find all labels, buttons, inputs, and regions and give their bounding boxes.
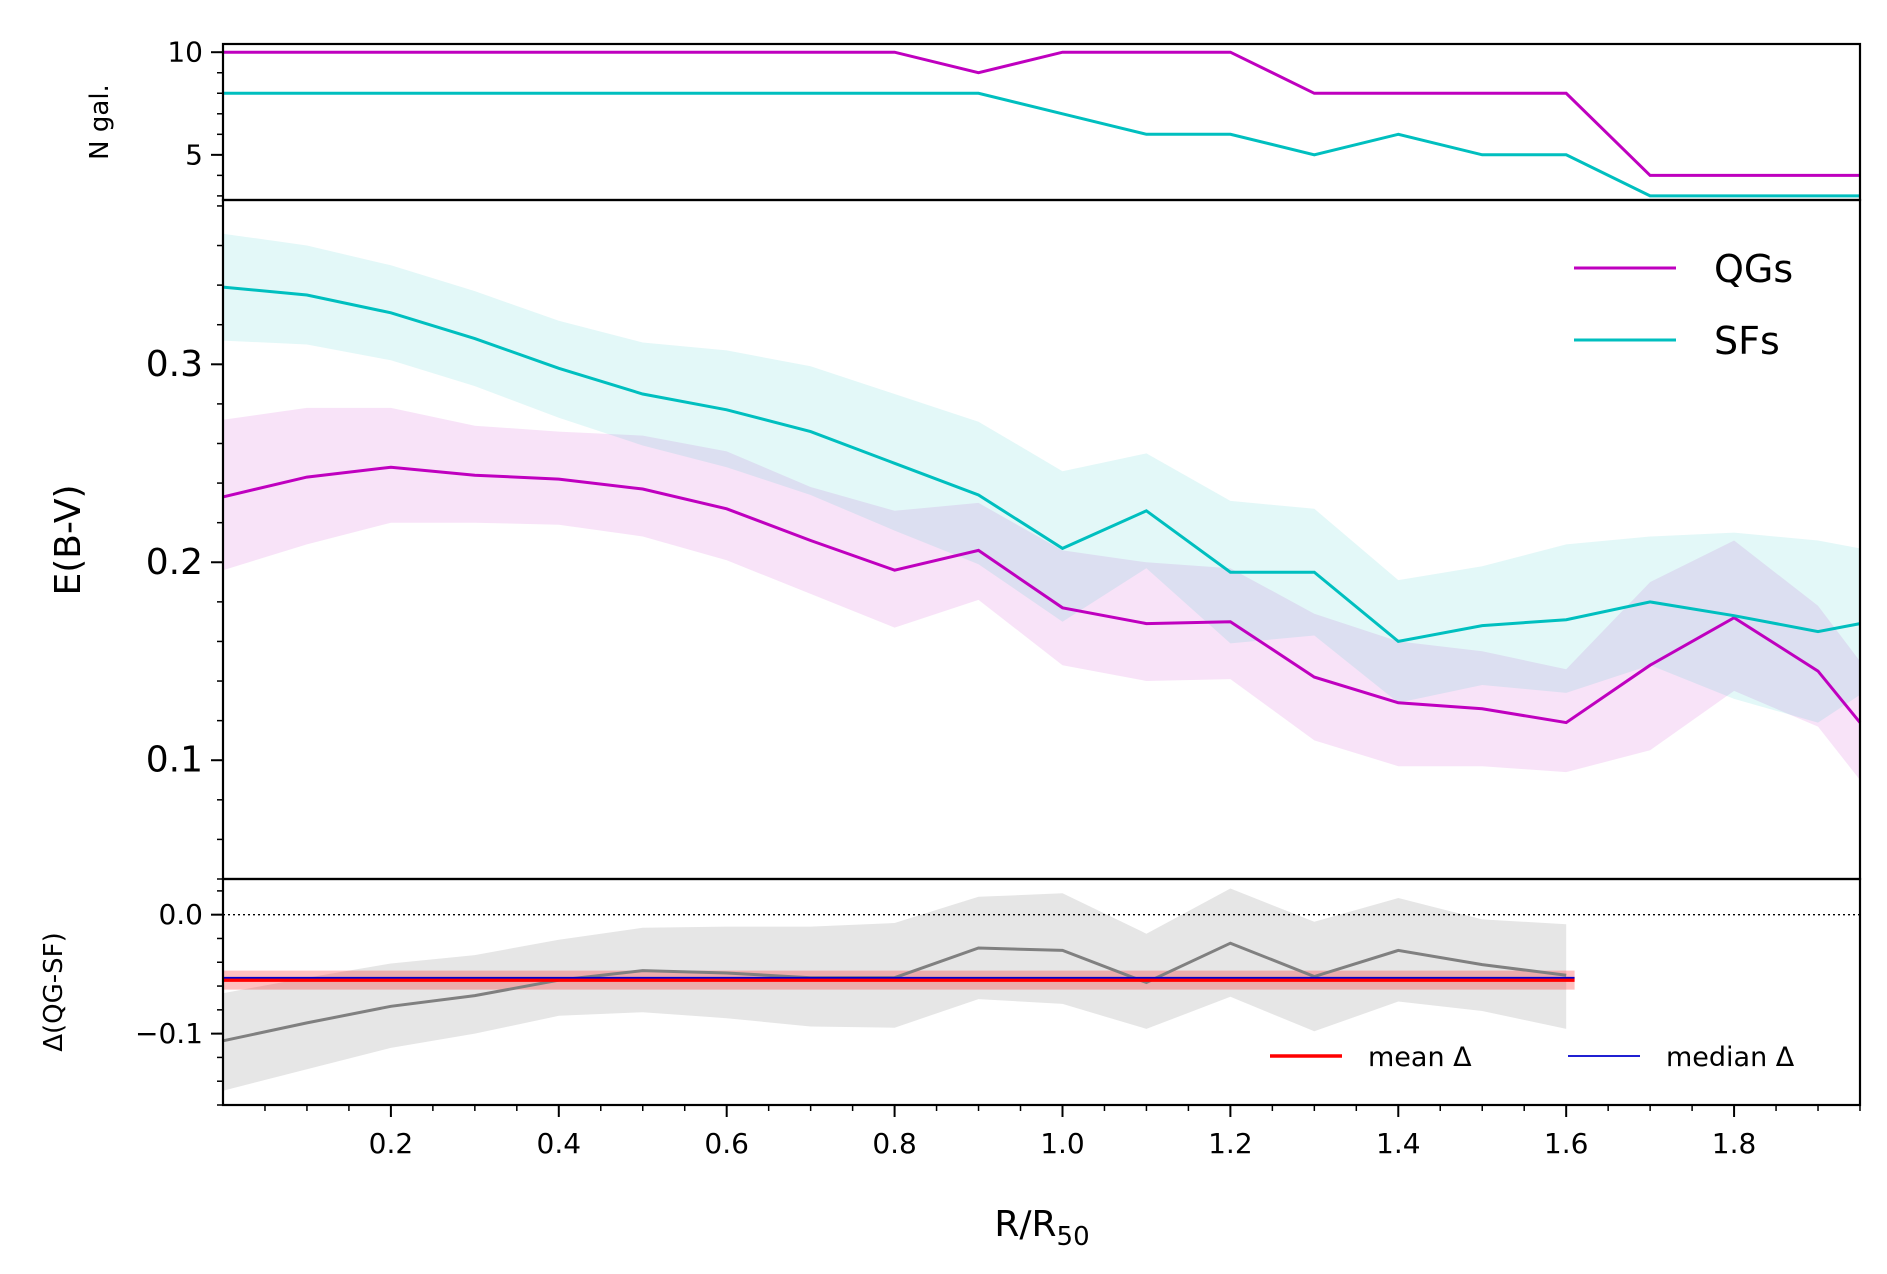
- xtick-label: 0.2: [369, 1127, 414, 1160]
- ebv-band-sfs: [223, 233, 1860, 723]
- ytick-label: 0.2: [146, 542, 203, 583]
- panel-delta: 0.0 −0.1 0.2 0.4 0.6 0.8 1.0 1.2 1.4 1.6 1.8 Δ(QG…: [39, 877, 1862, 1252]
- panel-delta-frame: [221, 877, 1862, 1107]
- delta-legend: mean Δ median Δ: [1270, 1042, 1795, 1073]
- x-axis-label: R/R50: [994, 1204, 1089, 1252]
- legend: QGs SFs: [1574, 247, 1793, 363]
- ebv-line-sfs: [222, 285, 1861, 644]
- panel-ebv: 0.1 0.2 0.3 E(B-V) QGs SFs: [48, 198, 1862, 881]
- legend-label-mean: mean Δ: [1368, 1042, 1472, 1073]
- xtick-label: 1.8: [1712, 1127, 1757, 1160]
- xtick-label: 1.4: [1376, 1127, 1421, 1160]
- ngal-axis-label: N gal.: [85, 84, 115, 160]
- legend-label-median: median Δ: [1666, 1042, 1795, 1073]
- ytick-label: 0.3: [146, 344, 203, 385]
- xtick-label: 0.6: [704, 1127, 749, 1160]
- x-axis-label-main: R/R: [994, 1204, 1056, 1245]
- xtick-label: 1.2: [1208, 1127, 1253, 1160]
- ebv-line-qgs: [222, 465, 1862, 725]
- ytick-label: 10: [167, 36, 203, 69]
- ytick-label: 5: [185, 138, 203, 171]
- xtick-label: 0.8: [872, 1127, 917, 1160]
- legend-label-qgs: QGs: [1714, 247, 1793, 291]
- legend-label-sfs: SFs: [1714, 319, 1780, 363]
- ytick-label: 0.0: [158, 898, 203, 931]
- delta-band: [223, 888, 1567, 1091]
- xtick-label: 1.6: [1544, 1127, 1589, 1160]
- x-axis-label-subscript: 50: [1057, 1222, 1090, 1252]
- ngal-line-qgs: [223, 50, 1860, 177]
- xtick-label: 0.4: [537, 1127, 582, 1160]
- ytick-label: −0.1: [135, 1017, 203, 1050]
- xtick-label: 1.0: [1040, 1127, 1085, 1160]
- panel-ngal: 5 10 N gal.: [85, 36, 1862, 202]
- panel-ngal-frame: [221, 42, 1862, 202]
- ngal-line-sfs: [223, 91, 1860, 198]
- ebv-axis-label: E(B-V): [48, 484, 89, 595]
- ytick-label: 0.1: [146, 740, 203, 781]
- delta-axis-label: Δ(QG-SF): [39, 932, 69, 1052]
